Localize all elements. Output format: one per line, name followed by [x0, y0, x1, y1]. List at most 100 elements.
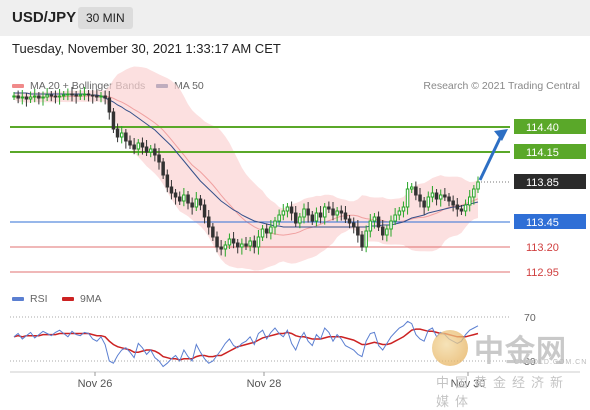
candle-body: [327, 206, 331, 210]
candle-body: [434, 192, 439, 200]
level-label: 114.15: [526, 147, 559, 159]
legend-swatch: [12, 297, 24, 302]
price-chart[interactable]: 114.40 114.15 113.85 113.45 113.20 112.95 70 30…: [0, 0, 590, 400]
candle-body: [153, 148, 157, 156]
candle-body: [294, 212, 298, 224]
candle-body: [364, 230, 368, 248]
candle-body: [70, 93, 74, 96]
candle-body: [33, 95, 37, 98]
candle-body: [310, 214, 315, 222]
candle-body: [78, 94, 83, 97]
candle-body: [211, 226, 215, 238]
candle-body: [227, 238, 232, 246]
candle-body: [343, 212, 348, 220]
candle-body: [194, 198, 199, 208]
level-tag: [514, 119, 586, 134]
bollinger-band: [14, 66, 478, 271]
candle-body: [463, 204, 468, 212]
candle-body: [306, 208, 310, 216]
candle-body: [269, 226, 273, 234]
candle-body: [323, 206, 327, 218]
candle-body: [186, 194, 190, 204]
candle-body: [120, 132, 124, 138]
candle-body: [256, 236, 261, 248]
rsi-ma-line: [13, 328, 479, 361]
candle-body: [219, 246, 223, 250]
candle-body: [314, 212, 319, 222]
candle-body: [468, 196, 472, 206]
candle-body: [103, 95, 107, 99]
candle-body: [91, 94, 95, 97]
candle-body: [422, 200, 426, 208]
candle-body: [347, 218, 352, 224]
candle-body: [360, 234, 364, 248]
legend-rsi: RSI: [12, 293, 48, 305]
level-label: 113.45: [526, 217, 559, 229]
candle-body: [472, 188, 476, 198]
candle-body: [405, 188, 410, 208]
candle-body: [95, 95, 99, 98]
x-tick-label: Nov 30: [451, 378, 486, 390]
candle-body: [385, 228, 389, 236]
candle-body: [20, 96, 25, 99]
candle-body: [215, 236, 219, 248]
level-tag: [514, 144, 586, 159]
candle-body: [190, 202, 194, 208]
timestamp: Tuesday, November 30, 2021 1:33:17 AM CE…: [12, 41, 281, 56]
forecast-arrow-head: [494, 129, 508, 141]
candle-body: [389, 220, 393, 230]
candle-body: [41, 96, 45, 99]
credit-text: Research © 2021 Trading Central: [423, 80, 580, 92]
candle-body: [169, 186, 174, 194]
candle-body: [74, 94, 78, 97]
candle-body: [455, 204, 460, 210]
candle-body: [368, 220, 373, 232]
level-label: 113.20: [526, 242, 559, 254]
candle-body: [157, 154, 161, 163]
candle-body: [124, 132, 128, 142]
candle-body: [16, 95, 20, 99]
candle-body: [178, 196, 182, 202]
level-label: 114.40: [526, 122, 559, 134]
candle-body: [414, 186, 418, 196]
candle-body: [451, 200, 455, 206]
candle-body: [136, 142, 141, 150]
candle-body: [426, 196, 431, 208]
candle-body: [128, 140, 132, 146]
candle-body: [115, 128, 120, 138]
candle-body: [372, 216, 377, 222]
candle-body: [289, 206, 294, 214]
candle-body: [12, 95, 16, 98]
candle-body: [277, 214, 281, 222]
candle-body: [111, 111, 116, 130]
chart-header: USD/JPY 30 MIN: [0, 0, 590, 36]
legend-label: MA 50: [174, 80, 204, 92]
candle-body: [356, 226, 360, 236]
candle-body: [161, 161, 165, 176]
candle-body: [107, 97, 112, 113]
candle-body: [86, 93, 91, 96]
legend-swatch: [12, 84, 24, 89]
legend-9ma: 9MA: [62, 293, 102, 305]
candle-body: [318, 212, 323, 218]
candle-body: [99, 95, 103, 98]
candle-body: [62, 94, 66, 97]
candle-body: [339, 210, 344, 214]
candle-body: [24, 96, 29, 100]
legend-label: 9MA: [80, 293, 102, 305]
rsi-level-label: 70: [524, 312, 536, 324]
legend-swatch: [62, 297, 74, 302]
candle-body: [173, 192, 178, 198]
candle-body: [285, 206, 290, 212]
x-tick-label: Nov 26: [78, 378, 113, 390]
rsi-line: [13, 320, 479, 368]
candle-body: [57, 95, 62, 98]
level-label: 113.85: [526, 177, 559, 189]
candle-body: [459, 208, 464, 212]
candle-body: [202, 204, 207, 218]
timeframe-badge[interactable]: 30 MIN: [78, 7, 133, 29]
candle-body: [248, 240, 252, 247]
candle-body: [331, 208, 335, 216]
candle-body: [37, 95, 41, 99]
candle-body: [335, 210, 339, 216]
